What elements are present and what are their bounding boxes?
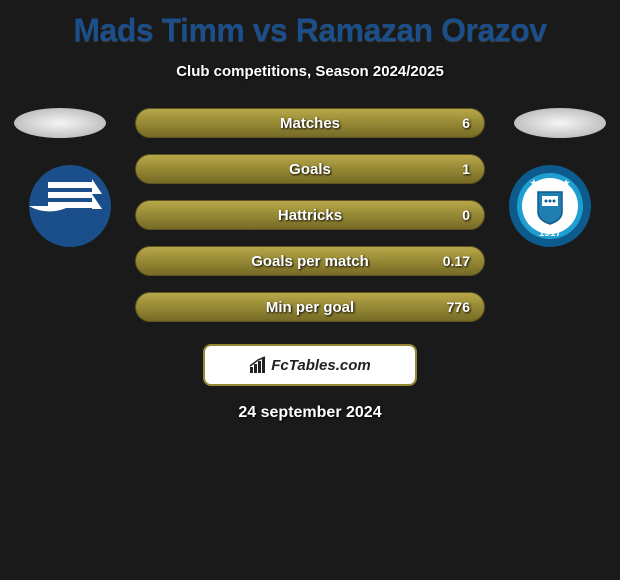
stats-area: YNGBY B ★ S I F ★ 1917 Matches 6 Goals 1… (0, 108, 620, 338)
stat-row-hattricks: Hattricks 0 (135, 200, 485, 230)
stat-row-goals-per-match: Goals per match 0.17 (135, 246, 485, 276)
subtitle: Club competitions, Season 2024/2025 (0, 63, 620, 80)
svg-text:YNGBY B: YNGBY B (45, 228, 95, 240)
stat-value: 6 (462, 115, 470, 131)
stat-label: Matches (280, 115, 340, 132)
svg-text:1917: 1917 (539, 228, 562, 239)
svg-text:★ S I F ★: ★ S I F ★ (530, 178, 571, 188)
stat-label: Goals (289, 161, 331, 178)
club-logo-right: ★ S I F ★ 1917 (500, 164, 600, 249)
player-left-platform (14, 108, 106, 138)
stat-row-min-per-goal: Min per goal 776 (135, 292, 485, 322)
stat-label: Min per goal (266, 299, 354, 316)
date-text: 24 september 2024 (0, 404, 620, 422)
stat-label: Goals per match (251, 253, 369, 270)
stat-value: 776 (447, 299, 470, 315)
chart-icon (249, 356, 267, 374)
stat-value: 0 (462, 207, 470, 223)
stat-row-goals: Goals 1 (135, 154, 485, 184)
page-title: Mads Timm vs Ramazan Orazov (0, 0, 620, 49)
stat-row-matches: Matches 6 (135, 108, 485, 138)
brand-text: FcTables.com (271, 357, 370, 374)
stat-label: Hattricks (278, 207, 342, 224)
club-logo-left: YNGBY B (20, 164, 120, 249)
brand-box[interactable]: FcTables.com (203, 344, 417, 386)
stat-value: 1 (462, 161, 470, 177)
player-right-platform (514, 108, 606, 138)
stat-rows: Matches 6 Goals 1 Hattricks 0 Goals per … (135, 108, 485, 338)
stat-value: 0.17 (443, 253, 470, 269)
